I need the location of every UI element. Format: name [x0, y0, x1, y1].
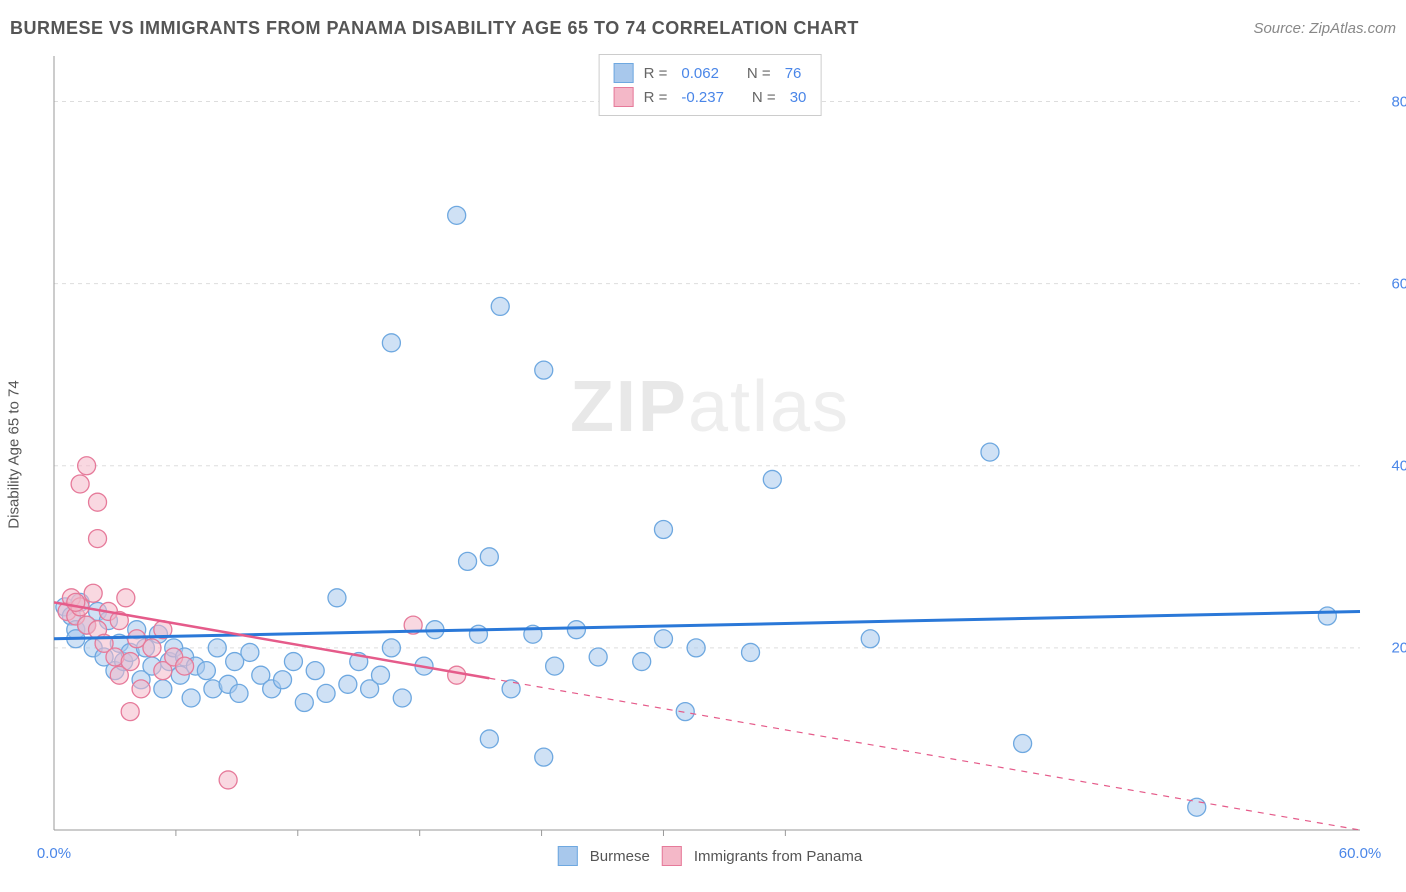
y-axis-label: Disability Age 65 to 74	[6, 380, 23, 528]
source-label: Source: ZipAtlas.com	[1253, 20, 1396, 37]
y-tick-label: 40.0%	[1391, 457, 1406, 474]
legend-row: R =0.062N =76	[614, 61, 807, 85]
legend-row: R =-0.237N =30	[614, 85, 807, 109]
series-legend: Burmese Immigrants from Panama	[558, 846, 862, 866]
legend-swatch	[614, 63, 634, 83]
legend-label: Burmese	[590, 848, 650, 865]
scatter-plot	[50, 56, 1370, 836]
legend-swatch	[662, 846, 682, 866]
y-tick-label: 20.0%	[1391, 639, 1406, 656]
legend-swatch	[558, 846, 578, 866]
y-tick-label: 80.0%	[1391, 93, 1406, 110]
x-tick-label: 60.0%	[1339, 845, 1382, 862]
legend-swatch	[614, 87, 634, 107]
x-tick-label: 0.0%	[37, 845, 71, 862]
correlation-legend: R =0.062N =76R =-0.237N =30	[599, 54, 822, 116]
chart-area: ZIPatlas Disability Age 65 to 74 R =0.06…	[50, 56, 1370, 836]
legend-label: Immigrants from Panama	[694, 848, 862, 865]
chart-title: BURMESE VS IMMIGRANTS FROM PANAMA DISABI…	[10, 18, 859, 39]
y-tick-label: 60.0%	[1391, 275, 1406, 292]
